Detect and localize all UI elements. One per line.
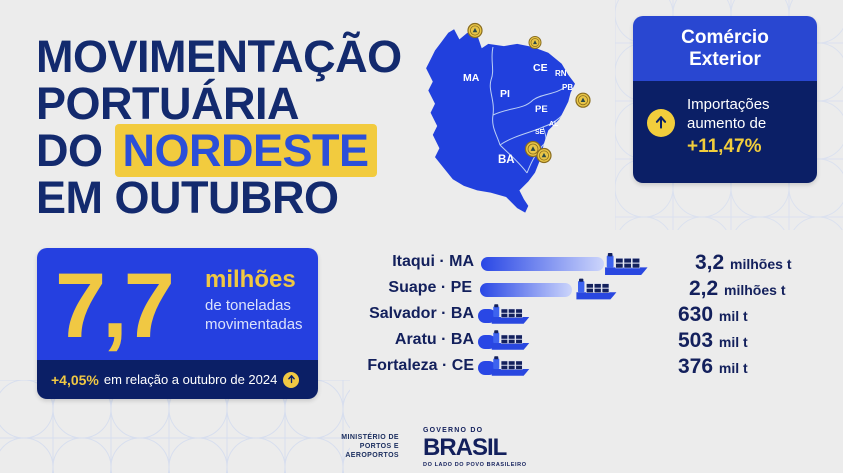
svg-text:AL: AL	[549, 121, 559, 128]
svg-text:CE: CE	[533, 62, 548, 74]
svg-text:MA: MA	[463, 72, 480, 84]
svg-text:BA: BA	[498, 154, 515, 166]
svg-text:PI: PI	[500, 88, 510, 100]
svg-text:RN: RN	[555, 69, 567, 78]
svg-text:PB: PB	[562, 83, 573, 92]
svg-text:PE: PE	[535, 104, 548, 115]
svg-text:SE: SE	[535, 129, 545, 136]
